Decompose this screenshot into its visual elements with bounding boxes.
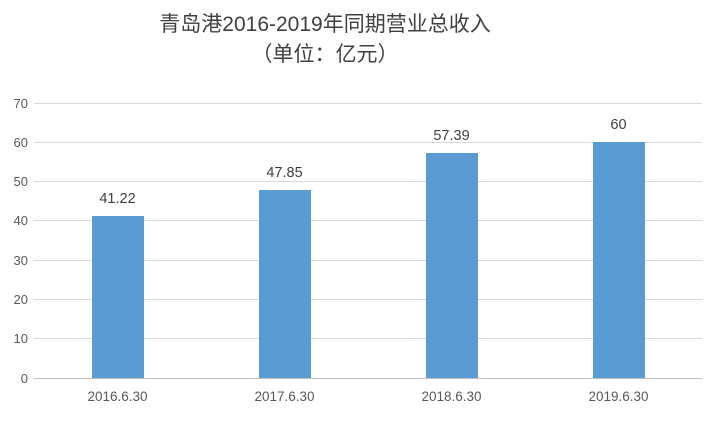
gridline [34, 102, 702, 104]
x-tick-label: 2019.6.30 [588, 389, 649, 404]
bar-value-label: 41.22 [99, 191, 136, 208]
x-tick-label: 2016.6.30 [87, 389, 148, 404]
y-tick-label: 0 [20, 370, 28, 386]
gridline [34, 298, 702, 300]
bar [592, 142, 645, 378]
x-axis-line [34, 377, 702, 379]
x-tick-label: 2018.6.30 [421, 389, 482, 404]
y-tick-label: 20 [13, 291, 28, 307]
gridline [34, 220, 702, 222]
y-tick-label: 70 [13, 95, 28, 111]
gridline [34, 259, 702, 261]
y-tick-label: 10 [13, 331, 28, 347]
y-tick-label: 50 [13, 174, 28, 190]
bar-value-label: 47.85 [266, 165, 303, 182]
y-tick-label: 30 [13, 252, 28, 268]
bar-value-label: 60 [610, 117, 627, 134]
gridline [34, 338, 702, 340]
chart-title: 青岛港2016-2019年同期营业总收入 （单位：亿元） [0, 10, 650, 71]
plot-area: 0 10 20 30 40 50 60 70 41.22 2016.6.30 47.85 2017.6… [14, 97, 702, 404]
bar [425, 152, 478, 378]
gridline [34, 181, 702, 183]
x-tick-label: 2017.6.30 [254, 389, 315, 404]
gridline [34, 141, 702, 143]
y-tick-label: 60 [13, 134, 28, 150]
bar [91, 216, 144, 378]
chart-title-line2: （单位：亿元） [251, 43, 399, 67]
y-tick-label: 40 [13, 213, 28, 229]
chart-title-line1: 青岛港2016-2019年同期营业总收入 [159, 13, 491, 36]
bar [258, 190, 311, 378]
bar-value-label: 57.39 [433, 127, 470, 144]
